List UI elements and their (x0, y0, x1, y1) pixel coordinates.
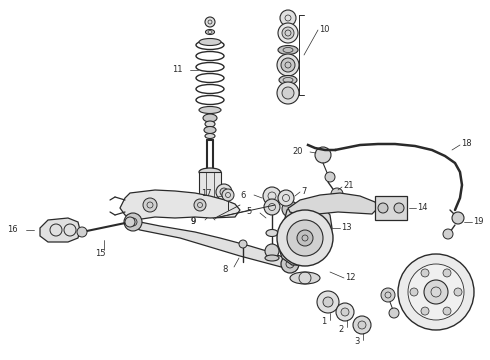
Polygon shape (278, 202, 332, 265)
Circle shape (325, 172, 335, 182)
Text: 19: 19 (473, 217, 484, 226)
Circle shape (452, 212, 464, 224)
Ellipse shape (205, 121, 215, 127)
Text: 3: 3 (354, 338, 360, 346)
Text: 13: 13 (341, 224, 352, 233)
Circle shape (208, 20, 212, 24)
Text: 2: 2 (339, 324, 343, 333)
Text: 5: 5 (247, 207, 252, 216)
Polygon shape (125, 218, 290, 268)
Ellipse shape (199, 39, 221, 45)
Text: 1: 1 (321, 318, 327, 327)
Ellipse shape (266, 230, 278, 237)
Circle shape (443, 307, 451, 315)
Circle shape (216, 184, 232, 200)
Circle shape (297, 230, 313, 246)
Circle shape (353, 316, 371, 334)
Circle shape (263, 187, 281, 205)
Ellipse shape (204, 126, 216, 134)
Circle shape (220, 188, 228, 196)
Circle shape (282, 27, 294, 39)
Circle shape (394, 203, 404, 213)
Ellipse shape (278, 45, 298, 54)
Text: 9: 9 (191, 217, 196, 226)
Circle shape (408, 264, 464, 320)
Circle shape (443, 229, 453, 239)
Text: 11: 11 (172, 66, 183, 75)
Circle shape (424, 280, 448, 304)
Circle shape (281, 58, 295, 72)
Circle shape (336, 303, 354, 321)
Text: 6: 6 (241, 190, 246, 199)
Circle shape (315, 147, 331, 163)
Text: 10: 10 (319, 24, 329, 33)
Text: 9: 9 (191, 216, 196, 225)
Polygon shape (120, 190, 240, 220)
Circle shape (410, 288, 418, 296)
Polygon shape (288, 193, 378, 215)
Circle shape (317, 291, 339, 313)
Ellipse shape (199, 107, 221, 113)
Circle shape (389, 308, 399, 318)
Circle shape (278, 190, 294, 206)
Text: 12: 12 (345, 274, 356, 283)
Circle shape (278, 23, 298, 43)
Circle shape (358, 321, 366, 329)
Ellipse shape (199, 168, 221, 176)
Text: 7: 7 (301, 186, 306, 195)
Circle shape (265, 244, 279, 258)
Circle shape (264, 199, 280, 215)
Circle shape (281, 255, 299, 273)
Circle shape (194, 199, 206, 211)
Circle shape (282, 201, 298, 217)
Circle shape (239, 240, 247, 248)
Circle shape (421, 269, 429, 277)
Circle shape (277, 54, 299, 76)
Circle shape (398, 254, 474, 330)
Circle shape (125, 217, 135, 227)
Text: 21: 21 (343, 181, 353, 190)
Text: 8: 8 (222, 265, 228, 274)
Text: 14: 14 (417, 203, 427, 212)
Text: 17: 17 (201, 189, 212, 198)
Ellipse shape (199, 208, 221, 216)
Circle shape (323, 297, 333, 307)
Ellipse shape (205, 134, 215, 139)
Circle shape (277, 210, 333, 266)
Circle shape (381, 288, 395, 302)
Circle shape (341, 308, 349, 316)
Circle shape (77, 227, 87, 237)
Bar (199, 172, 221, 212)
Text: 15: 15 (95, 248, 105, 257)
Circle shape (124, 213, 142, 231)
Circle shape (287, 220, 323, 256)
Polygon shape (40, 218, 80, 242)
Circle shape (454, 288, 462, 296)
Circle shape (443, 269, 451, 277)
Text: 20: 20 (293, 147, 303, 156)
Text: 16: 16 (7, 225, 18, 234)
Circle shape (282, 87, 294, 99)
Circle shape (280, 10, 296, 26)
Text: 18: 18 (461, 139, 472, 148)
Circle shape (378, 203, 388, 213)
Circle shape (331, 188, 343, 200)
Ellipse shape (203, 114, 217, 122)
Circle shape (277, 82, 299, 104)
Circle shape (143, 198, 157, 212)
Circle shape (421, 307, 429, 315)
Ellipse shape (205, 30, 215, 35)
Bar (375, 196, 407, 220)
Circle shape (222, 189, 234, 201)
Ellipse shape (279, 76, 297, 85)
Ellipse shape (290, 272, 320, 284)
Ellipse shape (265, 255, 279, 261)
Circle shape (205, 17, 215, 27)
